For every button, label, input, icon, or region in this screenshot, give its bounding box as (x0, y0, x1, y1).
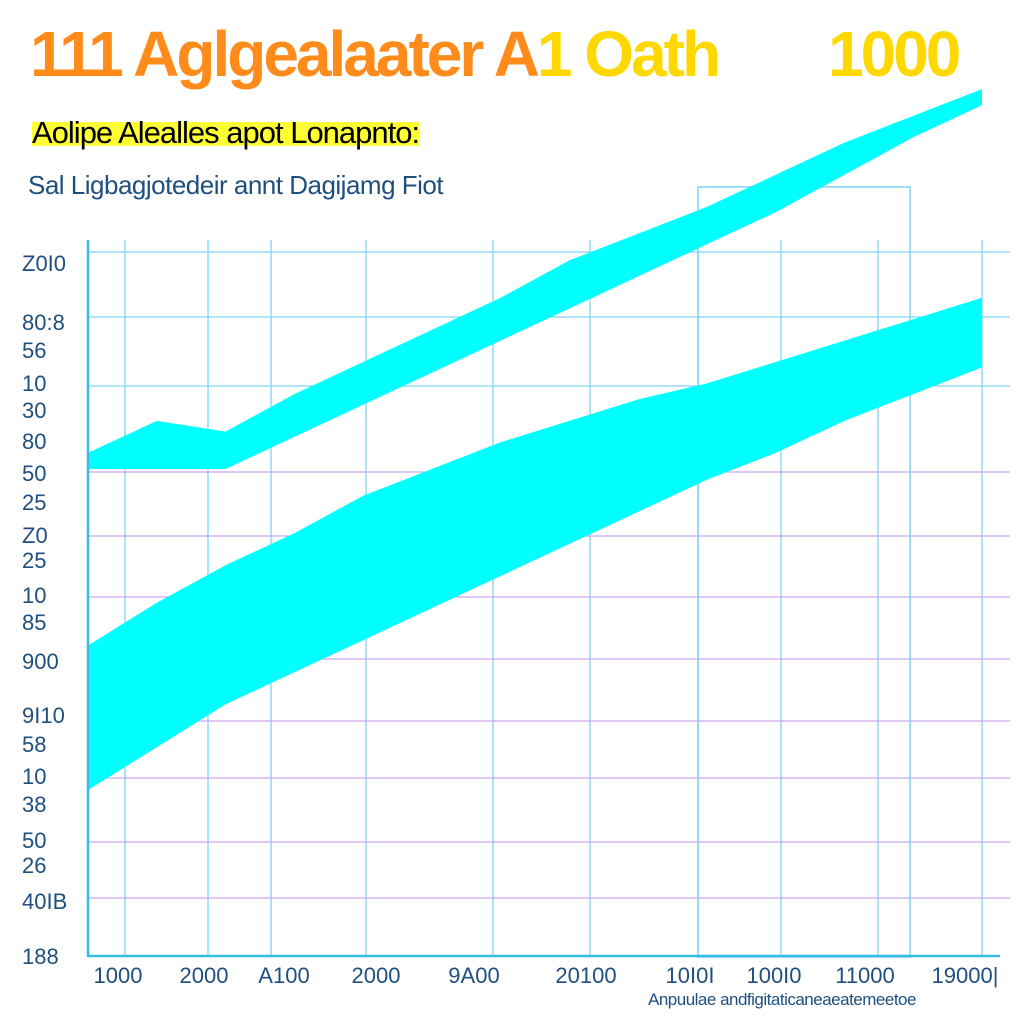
y-tick-labels: Z0I080:8561030805025Z02510859009I1058103… (22, 251, 67, 969)
y-tick-label: 40IB (22, 889, 67, 914)
x-tick-label: 1000 (94, 963, 143, 988)
y-tick-label: 80:8 (22, 310, 65, 335)
y-tick-label: 50 (22, 461, 46, 486)
x-tick-label: 10I0I (666, 963, 715, 988)
title-value: 1000 (828, 18, 961, 90)
y-tick-label: 10 (22, 583, 46, 608)
x-tick-label: A100 (258, 963, 309, 988)
y-tick-label: 56 (22, 338, 46, 363)
axes (86, 240, 1000, 958)
y-tick-label: 85 (22, 610, 46, 635)
area-band-0 (88, 89, 982, 469)
x-tick-label: 11000 (835, 963, 895, 988)
y-tick-label: 900 (22, 649, 59, 674)
x-tick-labels: 1000 2000 A100 2000 9A00 20100 10I0I 100I0 11000… (94, 963, 999, 988)
x-tick-label: 2000 (352, 963, 401, 988)
y-tick-label: 58 (22, 732, 46, 757)
x-axis-label: Anpuulae andfigitaticaneaeatemeetoe (648, 990, 916, 1009)
y-tick-label: 188 (22, 944, 59, 969)
chart-title-part2: 1 Oath (536, 18, 721, 90)
chart-name-label: Sal Ligbagjotedeir annt Dagijamg Fiot (28, 170, 444, 200)
x-tick-label: 19000| (932, 963, 999, 988)
y-tick-label: 50 (22, 828, 46, 853)
y-tick-label: 9I10 (22, 703, 65, 728)
y-tick-label: 25 (22, 548, 46, 573)
area-bands (88, 89, 982, 790)
x-tick-label: 20100 (555, 963, 616, 988)
y-tick-label: 25 (22, 490, 46, 515)
area-band-1 (88, 297, 982, 790)
x-tick-label: 9A00 (448, 963, 499, 988)
y-tick-label: 10 (22, 764, 46, 789)
y-tick-label: Z0 (22, 523, 48, 548)
chart-subtitle: Aolipe Alealles apot Lonapnto: (32, 115, 420, 151)
x-tick-label: 2000 (180, 963, 229, 988)
y-tick-label: 10 (22, 371, 46, 396)
y-tick-label: 38 (22, 792, 46, 817)
y-tick-label: 30 (22, 398, 46, 423)
chart-title-part1: 111 Aglgealaater A (30, 18, 540, 90)
y-tick-label: 26 (22, 853, 46, 878)
x-tick-label: 100I0 (746, 963, 801, 988)
y-tick-label: 80 (22, 429, 46, 454)
chart-title: 111 Aglgealaater A1 Oath (30, 22, 721, 86)
y-tick-label: Z0I0 (22, 251, 66, 276)
